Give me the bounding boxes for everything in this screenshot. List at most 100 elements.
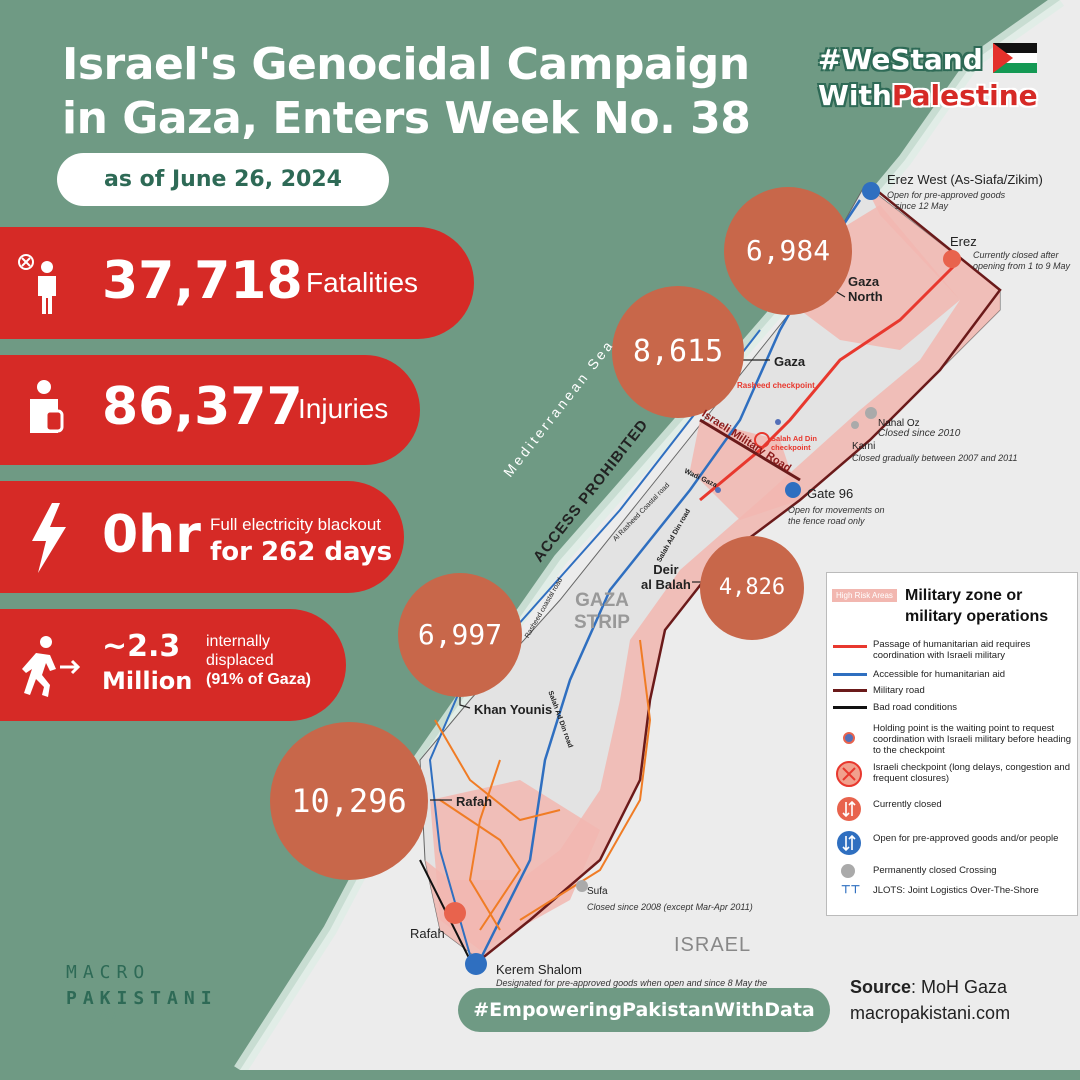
erez-west-name: Erez West (As-Siafa/Zikim) (887, 172, 1043, 187)
source-value: : MoH Gaza (911, 977, 1008, 997)
lightning-icon (32, 503, 66, 573)
military-road (699, 418, 801, 482)
region-label-deir: Deir al Balah (641, 562, 691, 592)
closed-crossing-icon (837, 797, 861, 821)
orange-road-1 (434, 719, 561, 822)
fatalities-value: 37,718 (102, 251, 303, 311)
erez-note-2: opening from 1 to 9 May (973, 261, 1071, 271)
gaza-north-line1: Gaza (848, 274, 880, 289)
kerem-shalom-note: Designated for pre-approved goods when o… (496, 978, 768, 988)
open-crossing-icon (837, 831, 861, 855)
holding-point-2 (715, 487, 721, 493)
electricity-card: 0hr Full electricity blackout for 262 da… (0, 481, 404, 593)
legend-text: Holding point is the waiting point to re… (873, 723, 1072, 756)
legend-badge: High Risk Areas (832, 589, 897, 602)
orange-road-2 (439, 799, 522, 931)
orange-road-4 (519, 639, 652, 921)
displaced-value: ~2.3 (102, 629, 181, 664)
salah-checkpoint-line2: checkpoint (771, 443, 811, 452)
gate96-note-1: Open for movements on (788, 505, 885, 515)
bottom-bar (0, 1070, 1080, 1080)
gaza-north-line2: North (848, 289, 883, 304)
erez-west-note: Open for pre-approved goods since 12 May (887, 190, 1005, 212)
kerem-shalom-marker (465, 953, 487, 975)
person-x-icon (18, 254, 56, 314)
website-link[interactable]: macropakistani.com (850, 1003, 1011, 1023)
erez-note: Currently closed after opening from 1 to … (973, 250, 1070, 272)
sufa-name: Sufa (587, 886, 608, 897)
displaced-label-2: displaced (206, 652, 274, 669)
erez-note-1: Currently closed after (973, 250, 1059, 260)
sufa-note: Closed since 2008 (except Mar-Apr 2011) (587, 902, 753, 912)
region-label-gaza-north: Gaza North (848, 274, 883, 304)
displaced-label-1: internally (206, 633, 271, 650)
hashtag-with: With (818, 79, 892, 112)
logo-line-2: PAKISTANI (66, 988, 218, 1009)
rafah-crossing-label: Rafah (410, 926, 445, 941)
nahal-oz-marker (865, 407, 877, 419)
gate96-name: Gate 96 (807, 486, 854, 501)
israel-label: ISRAEL (674, 934, 752, 956)
region-circle-gaza-north: 6,984 (724, 187, 852, 315)
palestine-flag-icon (992, 43, 1037, 73)
map-legend: High Risk Areas Military zone or militar… (826, 572, 1078, 916)
red-line-swatch (833, 645, 867, 648)
region-label-rafah: Rafah (456, 794, 493, 809)
gate96-marker (785, 482, 801, 498)
salah-checkpoint-marker (754, 432, 770, 448)
red-road (699, 258, 962, 502)
fatalities-label: Fatalities (306, 267, 419, 298)
electricity-label-2: for 262 days (210, 537, 393, 567)
title-line-2: in Gaza, Enters Week No. 38 (62, 93, 751, 144)
legend-title-2: military operations (905, 608, 1049, 625)
hashtag-palestine: Palestine (891, 79, 1038, 112)
date-pill: as of June 26, 2024 (57, 153, 389, 206)
legend-title-1: Military zone or (905, 587, 1023, 604)
deir-line1: Deir (653, 562, 679, 577)
nahal-oz-note: Closed since 2010 (878, 428, 961, 439)
karni-marker (851, 421, 859, 429)
legend-text: Bad road conditions (873, 702, 957, 713)
karni-name: Karni (852, 441, 876, 452)
checkpoint-icon (836, 761, 862, 787)
legend-text: Military road (873, 685, 925, 696)
permanently-closed-icon (841, 864, 855, 878)
legend-text: Israeli checkpoint (long delays, congest… (873, 762, 1070, 784)
gaza-strip-label-2: STRIP (574, 612, 630, 633)
legend-text: Open for pre-approved goods and/or peopl… (873, 833, 1059, 844)
erez-marker (943, 250, 961, 268)
displaced-unit: Million (102, 667, 193, 695)
injuries-card: 86,377 Injuries (0, 355, 420, 465)
source-label: Source (850, 977, 912, 997)
gaza-strip-label-1: GAZA (575, 590, 629, 611)
gate96-note-2: the fence road only (788, 516, 865, 526)
erez-west-marker (862, 182, 880, 200)
electricity-value: 0hr (102, 505, 201, 565)
maroon-line-swatch (833, 689, 867, 692)
hashtag-westand: #WeStand WithPalestine (818, 42, 1048, 114)
karni-note: Closed gradually between 2007 and 2011 (852, 453, 1018, 463)
deir-line2: al Balah (641, 577, 691, 592)
electricity-label-1: Full electricity blackout (210, 515, 382, 534)
gaza-strip-label: GAZA STRIP (574, 590, 630, 634)
legend-text: Accessible for humanitarian aid (873, 669, 1006, 680)
holding-point-icon (843, 732, 855, 744)
injuries-label: Injuries (298, 393, 389, 424)
legend-text: JLOTS: Joint Logistics Over-The-Shore (873, 885, 1039, 896)
salah-checkpoint-label: Salah Ad Din checkpoint (771, 434, 817, 452)
injured-person-icon (30, 380, 64, 433)
fatalities-card: 37,718 Fatalities (0, 227, 474, 339)
logo-line-1: MACRO (66, 962, 151, 983)
erez-name: Erez (950, 234, 977, 249)
region-label-gaza: Gaza (774, 354, 806, 369)
rasheed-checkpoint-label: Rasheed checkpoint (737, 381, 815, 390)
gate96-note: Open for movements on the fence road only (788, 505, 885, 527)
source-block: Source: MoH Gaza macropakistani.com (850, 974, 1010, 1026)
region-label-khan-younis: Khan Younis (474, 702, 553, 717)
high-risk-zone-central (690, 420, 800, 520)
kerem-shalom-name: Kerem Shalom (496, 962, 582, 977)
salah-checkpoint-line1: Salah Ad Din (771, 434, 817, 443)
displaced-label-3: (91% of Gaza) (206, 671, 311, 688)
sufa-marker (576, 880, 588, 892)
region-circle-deir: 4,826 (700, 536, 804, 640)
